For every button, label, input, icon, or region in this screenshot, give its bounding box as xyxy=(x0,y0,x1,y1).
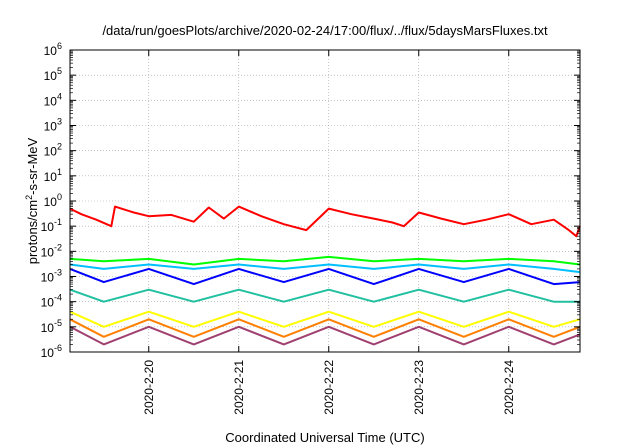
y-tick-label-exp: 3 xyxy=(57,117,62,127)
y-tick-label-base: 10 xyxy=(41,245,55,259)
y-tick-label: 10-5 xyxy=(41,318,62,335)
x-tick-label: 2020-2-21 xyxy=(232,360,246,415)
x-axis-label: Coordinated Universal Time (UTC) xyxy=(225,430,424,445)
y-tick-label: 105 xyxy=(44,66,62,83)
y-tick-label-exp: -5 xyxy=(54,318,62,328)
y-axis-label: protons/cm2-s-sr-MeV xyxy=(24,137,40,264)
y-tick-label-exp: -3 xyxy=(54,268,62,278)
y-tick-label: 101 xyxy=(44,167,62,184)
y-tick-label-exp: -4 xyxy=(54,293,62,303)
y-tick-label-exp: 5 xyxy=(57,66,62,76)
series-line-8 xyxy=(69,325,581,346)
y-tick-label: 10-6 xyxy=(41,343,62,360)
y-tick-label-exp: 0 xyxy=(57,192,62,202)
y-tick-label: 10-4 xyxy=(41,293,62,310)
x-axis-ticks: 2020-2-20 2020-2-21 2020-2-22 2020-2-23 2020… xyxy=(142,50,516,415)
y-tick-label-base: 10 xyxy=(41,321,55,335)
y-tick-label-base: 10 xyxy=(41,296,55,310)
x-tick-label: 2020-2-20 xyxy=(142,360,156,415)
x-tick-label: 2020-2-23 xyxy=(412,360,426,415)
y-tick-label: 103 xyxy=(44,117,62,134)
series-line-6 xyxy=(69,310,581,328)
y-axis-label-main: protons/cm xyxy=(25,200,40,264)
y-tick-label-base: 10 xyxy=(44,69,58,83)
y-tick-label-base: 10 xyxy=(41,271,55,285)
series-line-7 xyxy=(69,318,581,338)
y-axis-label-rest: -s-sr-MeV xyxy=(25,137,40,194)
grid xyxy=(70,50,580,352)
y-tick-label-exp: -6 xyxy=(54,343,62,353)
y-tick-label-exp: 4 xyxy=(57,91,62,101)
y-tick-label-base: 10 xyxy=(44,94,58,108)
y-tick-label: 10-1 xyxy=(41,217,62,234)
y-tick-label: 10-2 xyxy=(41,242,62,259)
y-tick-label-exp: 2 xyxy=(57,142,62,152)
y-tick-label-base: 10 xyxy=(44,120,58,134)
y-tick-label: 100 xyxy=(44,192,62,209)
y-tick-label-exp: 6 xyxy=(57,41,62,51)
y-tick-label-base: 10 xyxy=(44,195,58,209)
series-layer xyxy=(69,205,581,346)
y-tick-label-exp: -1 xyxy=(54,217,62,227)
y-tick-label-base: 10 xyxy=(44,170,58,184)
series-line-1 xyxy=(69,205,581,238)
chart-title: /data/run/goesPlots/archive/2020-02-24/1… xyxy=(102,23,548,38)
y-tick-label-exp: 1 xyxy=(57,167,62,177)
y-axis-ticks: 10-610-510-410-310-210-11001011021031041… xyxy=(41,41,580,360)
series-line-4 xyxy=(69,267,581,286)
x-tick-label: 2020-2-24 xyxy=(502,360,516,415)
y-tick-label-base: 10 xyxy=(41,220,55,234)
y-tick-label: 10-3 xyxy=(41,268,62,285)
series-line-2 xyxy=(69,255,581,266)
y-axis-label-sup: 2 xyxy=(24,195,34,200)
y-tick-label-base: 10 xyxy=(41,346,55,360)
y-tick-label-exp: -2 xyxy=(54,242,62,252)
y-tick-label-base: 10 xyxy=(44,44,58,58)
y-tick-label: 106 xyxy=(44,41,62,58)
x-tick-label: 2020-2-22 xyxy=(322,360,336,415)
series-line-5 xyxy=(69,288,580,303)
series-line-3 xyxy=(69,263,581,274)
y-tick-label: 104 xyxy=(44,91,62,108)
y-tick-label: 102 xyxy=(44,142,62,159)
y-tick-label-base: 10 xyxy=(44,145,58,159)
